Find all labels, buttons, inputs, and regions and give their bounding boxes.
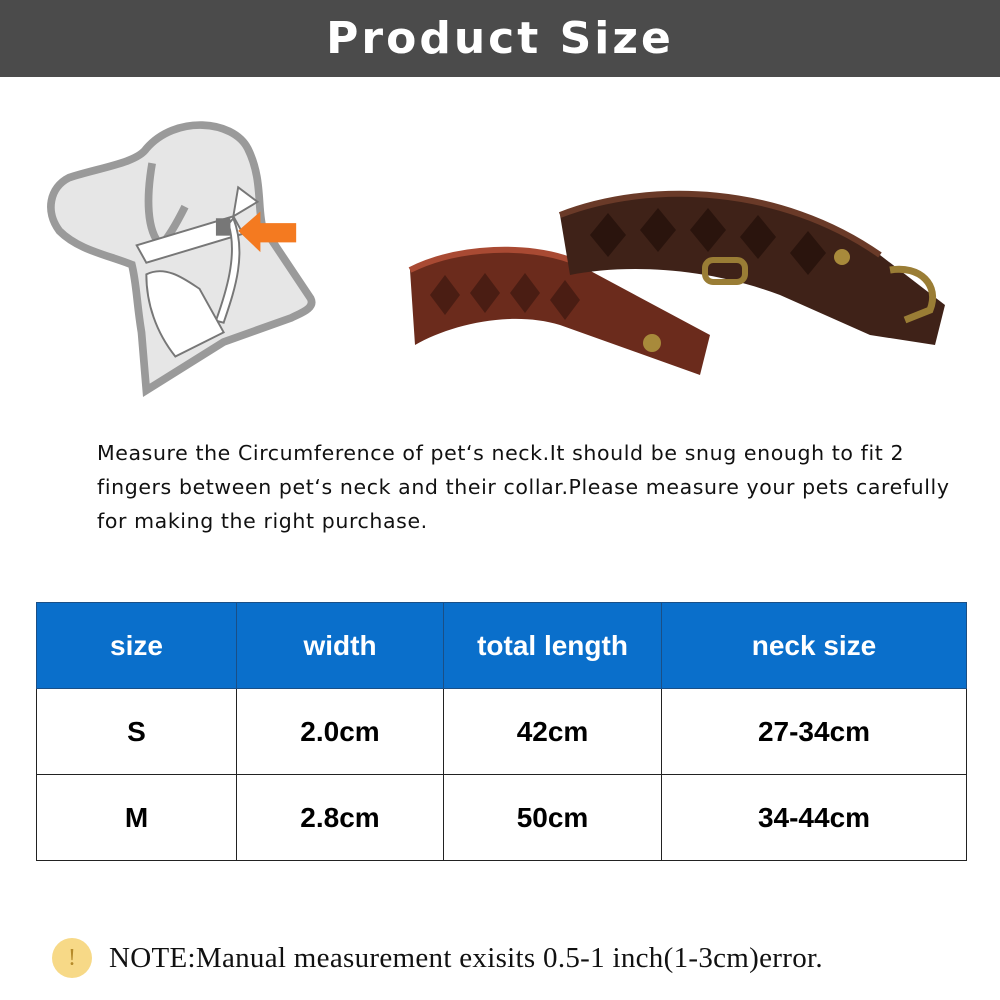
- page-title: Product Size: [326, 13, 674, 64]
- header-size: size: [36, 602, 237, 689]
- header-neck-size: neck size: [661, 602, 967, 689]
- cell-size: M: [36, 774, 237, 861]
- note-text: NOTE:Manual measurement exisits 0.5-1 in…: [109, 941, 823, 974]
- exclamation-icon: !: [52, 938, 92, 978]
- arrow-icon: [238, 211, 297, 253]
- header-total-length: total length: [443, 602, 662, 689]
- cell-total-length: 50cm: [443, 774, 662, 861]
- cell-neck-size: 27-34cm: [661, 688, 967, 775]
- cell-neck-size: 34-44cm: [661, 774, 967, 861]
- note: ! NOTE:Manual measurement exisits 0.5-1 …: [52, 938, 823, 978]
- braided-leather-collars-photo: [408, 190, 945, 375]
- title-banner: Product Size: [0, 0, 1000, 77]
- size-table: size width total length neck size S 2.0c…: [36, 602, 967, 861]
- header-width: width: [236, 602, 444, 689]
- cell-total-length: 42cm: [443, 688, 662, 775]
- dog-neck-measurement-illustration: [47, 121, 316, 397]
- measurement-instructions: Measure the Circumference of pet‘s neck.…: [97, 441, 950, 533]
- table-row: M 2.8cm 50cm 34-44cm: [36, 774, 967, 861]
- cell-width: 2.0cm: [236, 688, 444, 775]
- table-row: S 2.0cm 42cm 27-34cm: [36, 688, 967, 775]
- cell-width: 2.8cm: [236, 774, 444, 861]
- cell-size: S: [36, 688, 237, 775]
- table-header-row: size width total length neck size: [36, 602, 967, 689]
